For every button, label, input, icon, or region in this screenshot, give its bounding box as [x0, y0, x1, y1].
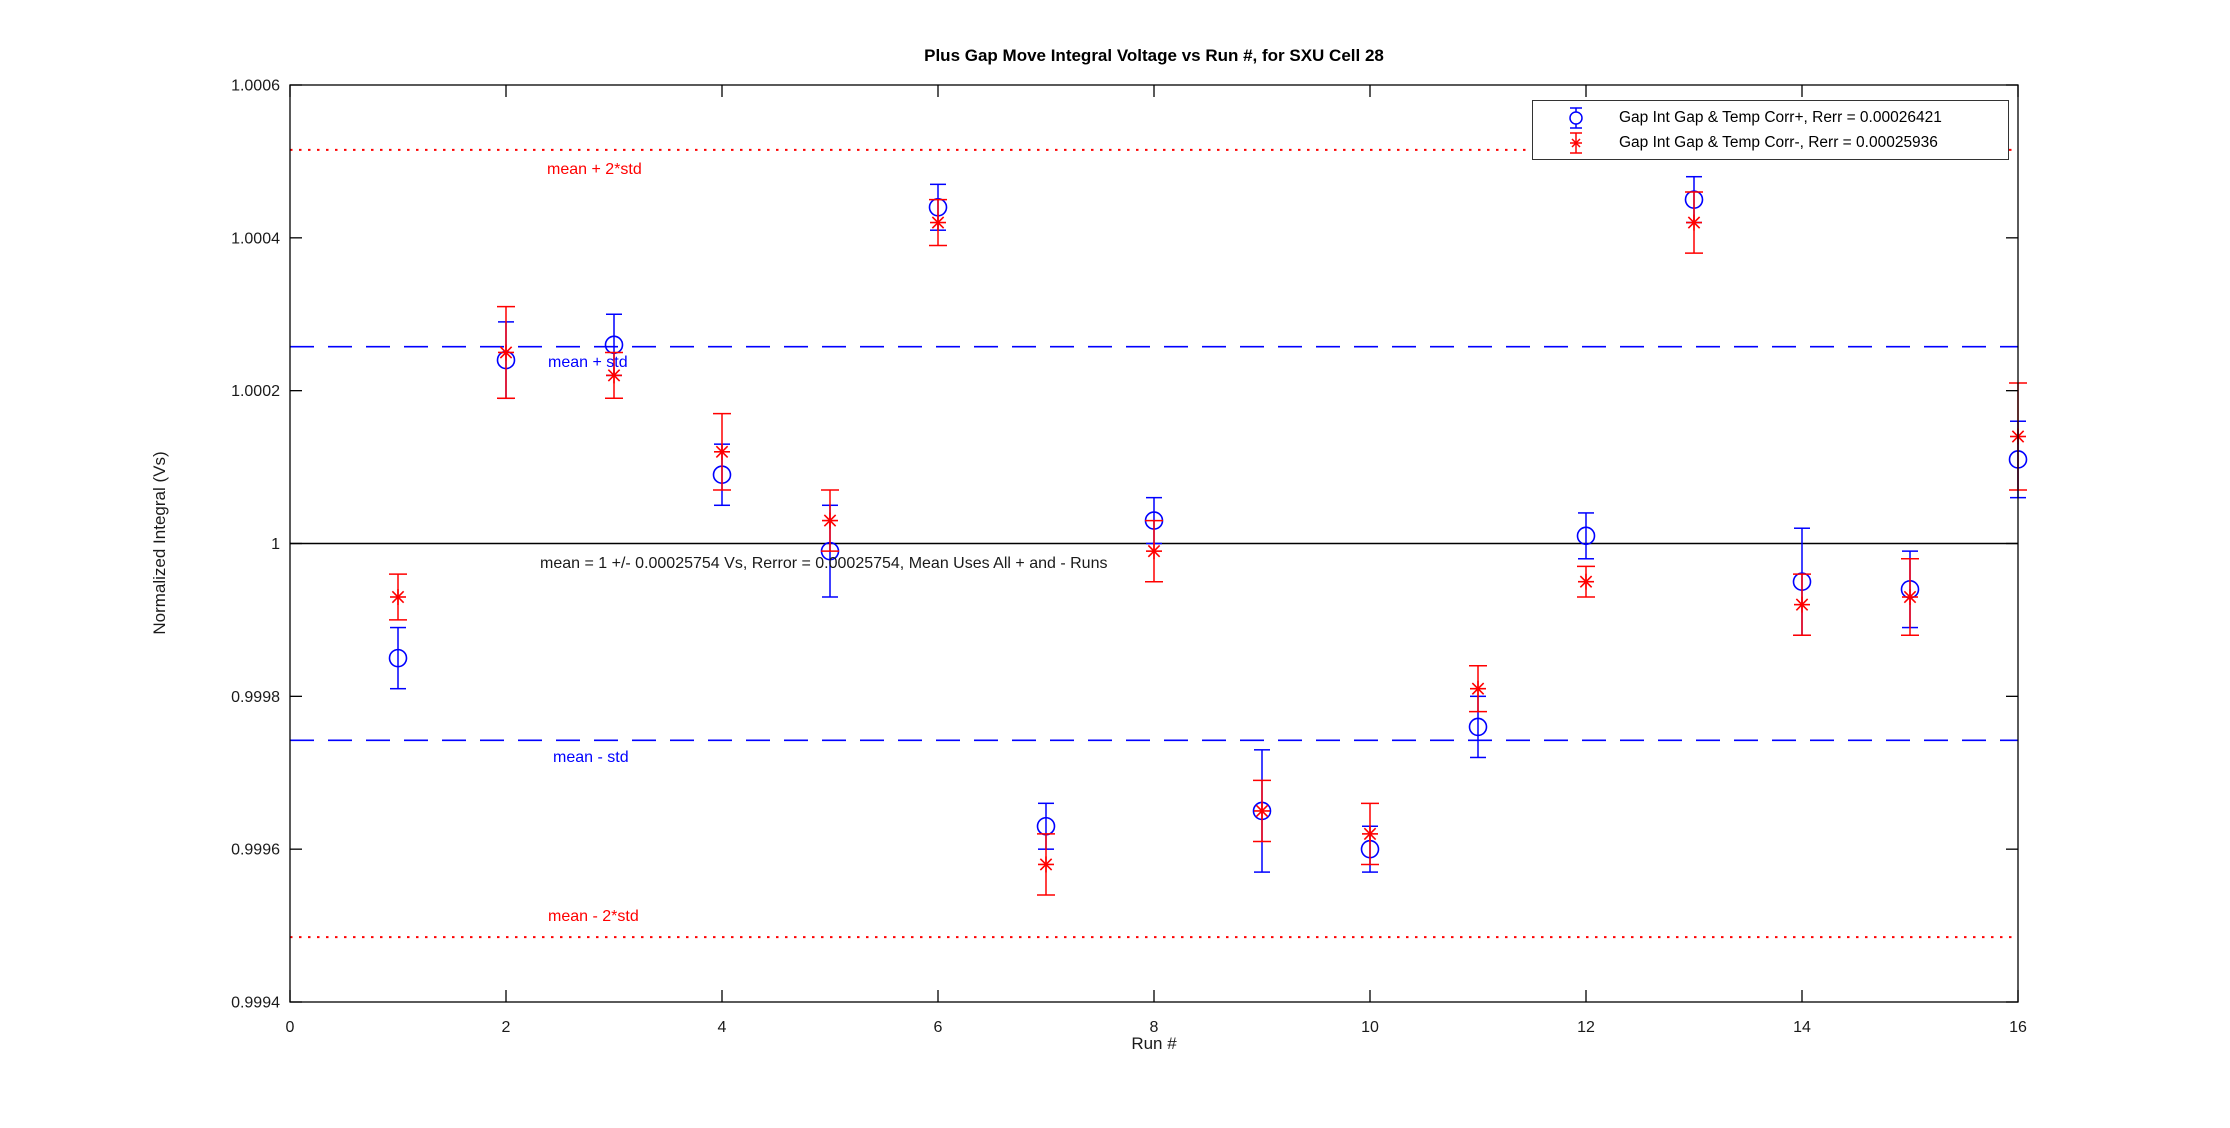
series-minus — [389, 191, 2027, 896]
x-tick-label: 2 — [502, 1019, 511, 1036]
y-tick-label: 1.0006 — [231, 78, 280, 95]
x-axis-ticks: 0 2 4 6 8 10 12 14 16 — [286, 85, 2027, 1036]
legend-label-plus: Gap Int Gap & Temp Corr+, Rerr = 0.00026… — [1619, 108, 1942, 126]
legend-entry-minus: Gap Int Gap & Temp Corr-, Rerr = 0.00025… — [1533, 130, 2008, 155]
data-point — [1576, 512, 1596, 560]
data-point — [389, 573, 407, 621]
y-tick-label: 1.0002 — [231, 383, 280, 400]
data-point — [605, 351, 623, 400]
x-axis-label: Run # — [1131, 1034, 1177, 1053]
x-tick-label: 12 — [1577, 1019, 1595, 1036]
data-point — [1577, 565, 1595, 598]
x-tick-label: 10 — [1361, 1019, 1379, 1036]
x-tick-label: 6 — [934, 1019, 943, 1036]
data-point — [1685, 191, 1703, 254]
data-point — [1793, 573, 1811, 636]
data-point — [1901, 558, 1919, 636]
ref-label-mean-plus-2std: mean + 2*std — [547, 161, 642, 178]
data-point — [929, 198, 947, 247]
data-point — [713, 412, 731, 491]
y-tick-label: 0.9996 — [231, 842, 280, 859]
y-tick-label: 0.9994 — [231, 995, 280, 1012]
errorbar-asterisk-icon — [1533, 131, 1619, 155]
data-point — [821, 489, 839, 552]
ref-label-mean-plus-std: mean + std — [548, 354, 628, 371]
data-point — [1469, 665, 1487, 713]
series-plus — [388, 175, 2028, 873]
legend: Gap Int Gap & Temp Corr+, Rerr = 0.00026… — [1532, 100, 2009, 160]
y-tick-label: 1.0004 — [231, 230, 280, 247]
data-point — [1145, 519, 1163, 583]
x-tick-label: 16 — [2009, 1019, 2027, 1036]
data-point — [1037, 833, 1055, 896]
data-point — [388, 626, 408, 690]
x-tick-label: 14 — [1793, 1019, 1811, 1036]
legend-entry-plus: Gap Int Gap & Temp Corr+, Rerr = 0.00026… — [1533, 105, 2008, 130]
legend-label-minus: Gap Int Gap & Temp Corr-, Rerr = 0.00025… — [1619, 133, 1938, 151]
data-point — [1253, 779, 1271, 843]
y-axis-ticks: 0.9994 0.9996 0.9998 1 1.0002 1.0004 1.0006 — [231, 78, 2018, 1012]
x-tick-label: 8 — [1150, 1019, 1159, 1036]
ref-label-mean-minus-std: mean - std — [553, 749, 629, 766]
x-tick-label: 4 — [718, 1019, 727, 1036]
y-axis-label: Normalized Integral (Vs) — [150, 451, 169, 635]
chart-title: Plus Gap Move Integral Voltage vs Run #,… — [924, 46, 1384, 65]
ref-label-mean-minus-2std: mean - 2*std — [548, 908, 639, 925]
ref-label-mean-annotation: mean = 1 +/- 0.00025754 Vs, Rerror = 0.0… — [540, 555, 1108, 572]
y-tick-label: 1 — [271, 536, 280, 553]
x-tick-label: 0 — [286, 1019, 295, 1036]
data-point — [497, 305, 515, 400]
y-tick-label: 0.9998 — [231, 689, 280, 706]
errorbar-circle-icon — [1533, 106, 1619, 130]
data-point — [1361, 802, 1379, 866]
